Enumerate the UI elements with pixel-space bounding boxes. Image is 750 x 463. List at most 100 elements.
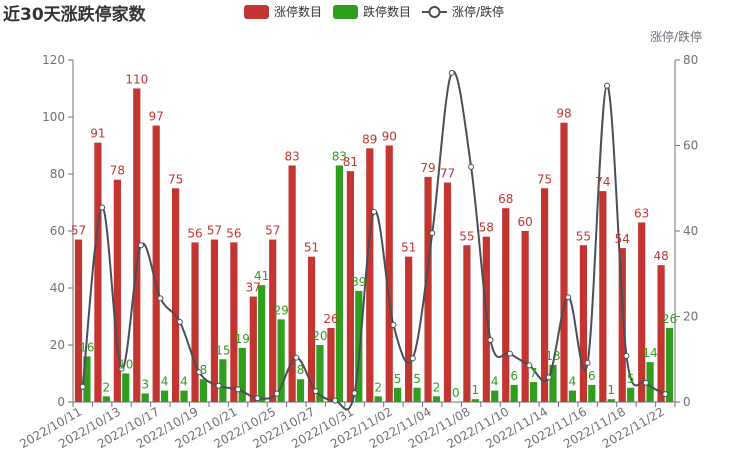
data-label-down: 14 xyxy=(642,346,657,360)
data-label-up: 58 xyxy=(479,221,494,235)
bar-limit-down xyxy=(316,345,324,402)
y-left-tick-label: 80 xyxy=(50,167,65,181)
bar-limit-up xyxy=(94,142,102,402)
data-label-up: 78 xyxy=(110,164,125,178)
data-label-down: 1 xyxy=(471,383,479,397)
data-label-down: 5 xyxy=(627,372,635,386)
data-label-down: 20 xyxy=(312,329,327,343)
ratio-point xyxy=(487,337,494,344)
data-label-down: 2 xyxy=(374,380,382,394)
data-label-down: 4 xyxy=(161,375,169,389)
data-label-up: 56 xyxy=(226,226,241,240)
bar-limit-up xyxy=(210,239,219,402)
ratio-point xyxy=(506,350,513,357)
bar-limit-up xyxy=(540,188,549,402)
y-left-tick-label: 20 xyxy=(50,338,65,352)
ratio-point xyxy=(312,388,319,395)
bars xyxy=(74,88,674,403)
ratio-point xyxy=(468,163,475,170)
y-right-tick-label: 80 xyxy=(683,53,698,67)
bar-limit-down xyxy=(529,382,538,402)
bar-limit-down xyxy=(83,356,91,402)
bar-limit-down xyxy=(471,399,479,402)
data-label-down: 29 xyxy=(273,303,288,317)
data-label-up: 81 xyxy=(343,155,358,169)
ratio-point xyxy=(429,230,436,237)
bar-limit-down xyxy=(296,379,305,402)
data-label-down: 19 xyxy=(235,332,250,346)
bar-limit-up xyxy=(424,176,432,402)
data-label-down: 6 xyxy=(588,369,596,383)
bar-limit-down xyxy=(549,364,557,402)
data-label-up: 98 xyxy=(556,107,571,121)
bar-limit-down xyxy=(665,327,674,402)
bar-limit-down xyxy=(432,396,441,402)
data-label-up: 75 xyxy=(537,172,552,186)
data-label-up: 51 xyxy=(304,241,319,255)
bar-limit-up xyxy=(579,245,588,402)
ratio-point xyxy=(371,208,377,215)
data-label-up: 51 xyxy=(401,241,416,255)
data-label-up: 57 xyxy=(207,224,222,238)
data-label-up: 91 xyxy=(90,127,105,141)
data-label-down: 5 xyxy=(413,372,421,386)
data-label-down: 4 xyxy=(491,375,499,389)
bar-limit-down xyxy=(413,387,421,402)
data-labels: 5716912781011039747545685715561937415729… xyxy=(71,73,677,401)
bar-limit-down xyxy=(277,319,285,402)
data-label-up: 77 xyxy=(440,167,455,181)
bar-limit-down xyxy=(627,387,635,402)
bar-limit-up xyxy=(618,248,626,402)
bar-limit-up xyxy=(443,182,452,402)
legend-item[interactable]: 涨停数目 xyxy=(244,4,322,19)
bar-limit-down xyxy=(102,396,110,402)
data-label-up: 75 xyxy=(168,172,183,186)
ratio-point xyxy=(157,295,164,302)
data-label-up: 60 xyxy=(518,215,533,229)
legend-label: 涨停数目 xyxy=(274,4,322,19)
bar-limit-up xyxy=(657,265,665,402)
legend-label: 跌停数目 xyxy=(363,4,411,19)
bar-limit-up xyxy=(269,239,277,402)
data-label-down: 0 xyxy=(452,386,460,400)
legend-swatch xyxy=(333,5,358,19)
data-label-down: 3 xyxy=(141,377,149,391)
data-label-down: 41 xyxy=(254,269,269,283)
data-label-down: 39 xyxy=(351,275,366,289)
data-label-up: 26 xyxy=(323,312,338,326)
bar-limit-up xyxy=(249,296,257,402)
legend[interactable]: 涨停数目 跌停数目 涨停/跌停 xyxy=(244,4,504,19)
ratio-point xyxy=(545,374,552,381)
bar-limit-down xyxy=(122,373,130,402)
data-label-up: 48 xyxy=(653,249,668,263)
ratio-point xyxy=(351,390,358,397)
bar-limit-up xyxy=(172,188,180,402)
y-left-tick-label: 0 xyxy=(57,395,65,409)
ratio-point xyxy=(196,369,203,376)
data-label-up: 55 xyxy=(576,229,591,243)
ratio-point xyxy=(79,383,86,390)
bar-limit-down xyxy=(355,290,363,402)
bar-limit-up xyxy=(152,125,160,403)
data-label-down: 10 xyxy=(118,358,133,372)
y-right-tick-label: 0 xyxy=(683,395,691,409)
data-label-down: 15 xyxy=(215,343,230,357)
data-label-down: 4 xyxy=(180,375,188,389)
ratio-point xyxy=(332,397,339,404)
bar-limit-down xyxy=(568,390,576,402)
ratio-point xyxy=(118,365,125,372)
legend-item[interactable]: 涨停/跌停 xyxy=(422,4,504,19)
data-label-down: 7 xyxy=(530,366,538,380)
data-label-up: 110 xyxy=(125,73,148,87)
ratio-point xyxy=(293,354,300,361)
bar-limit-up xyxy=(346,171,354,402)
bar-limit-up xyxy=(502,208,510,402)
data-label-down: 5 xyxy=(394,372,402,386)
bar-limit-down xyxy=(335,165,343,402)
y-right-tick-label: 40 xyxy=(683,224,698,238)
legend-item[interactable]: 跌停数目 xyxy=(333,4,411,19)
data-label-up: 57 xyxy=(265,224,280,238)
bar-limit-up xyxy=(599,191,607,402)
bar-limit-up xyxy=(288,165,296,402)
ratio-point xyxy=(526,362,533,369)
